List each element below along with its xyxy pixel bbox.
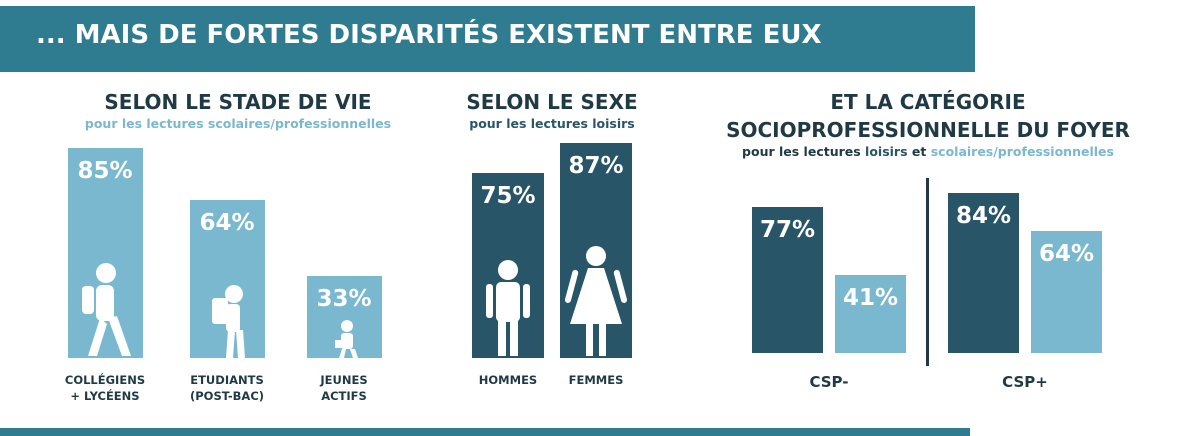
value-label: 77% <box>759 216 816 243</box>
footer-band <box>0 428 970 436</box>
x-tick-label: ETUDIANTS (POST-BAC) <box>189 373 265 403</box>
value-label: 64% <box>199 209 255 236</box>
bar <box>835 275 906 353</box>
header-title: ... MAIS DE FORTES DISPARITÉS EXISTENT E… <box>36 20 822 50</box>
x-tick-label: HOMMES <box>478 373 538 387</box>
legend-entry: loisirs <box>865 144 908 159</box>
chart-subtitle: pour les lectures scolaires/professionne… <box>84 116 392 131</box>
icon-woman <box>564 246 628 356</box>
value-label: 85% <box>77 158 133 185</box>
x-tick-label: CSP+ <box>1002 373 1048 391</box>
x-tick-label: COLLÉGIENS + LYCÉENS <box>64 373 146 403</box>
value-label: 84% <box>955 203 1012 230</box>
icon-student <box>212 285 245 358</box>
value-label: 64% <box>1038 241 1095 268</box>
chart-title: ET LA CATÉGORIE SOCIOPROFESSIONNELLE DU … <box>726 90 1130 142</box>
icon-man <box>486 260 530 356</box>
bar <box>948 193 1019 353</box>
icon-worker <box>335 320 358 358</box>
separator <box>926 178 929 366</box>
value-label: 75% <box>480 182 536 209</box>
bar <box>752 206 823 353</box>
chart-title: SELON LE STADE DE VIE <box>104 90 372 114</box>
chart-title: SELON LE SEXE <box>466 90 638 114</box>
value-label: 33% <box>316 286 372 313</box>
legend-joiner: et <box>911 144 927 159</box>
bar <box>1031 231 1102 353</box>
x-tick-label: CSP- <box>809 373 849 391</box>
x-tick-label: FEMMES <box>568 373 624 387</box>
chart-subtitle: pour les lectures loisirs et scolaires/p… <box>668 144 1188 159</box>
header-banner <box>0 6 975 72</box>
x-tick-label: JEUNES ACTIFS <box>320 373 368 403</box>
subtitle-text: pour les lectures <box>742 144 861 159</box>
value-label: 87% <box>568 153 624 180</box>
value-label: 41% <box>842 285 899 312</box>
bar <box>189 199 265 358</box>
legend-entry: scolaires/professionnelles <box>930 144 1114 159</box>
icon-hiker <box>82 263 131 356</box>
chart-subtitle: pour les lectures loisirs <box>469 116 635 131</box>
